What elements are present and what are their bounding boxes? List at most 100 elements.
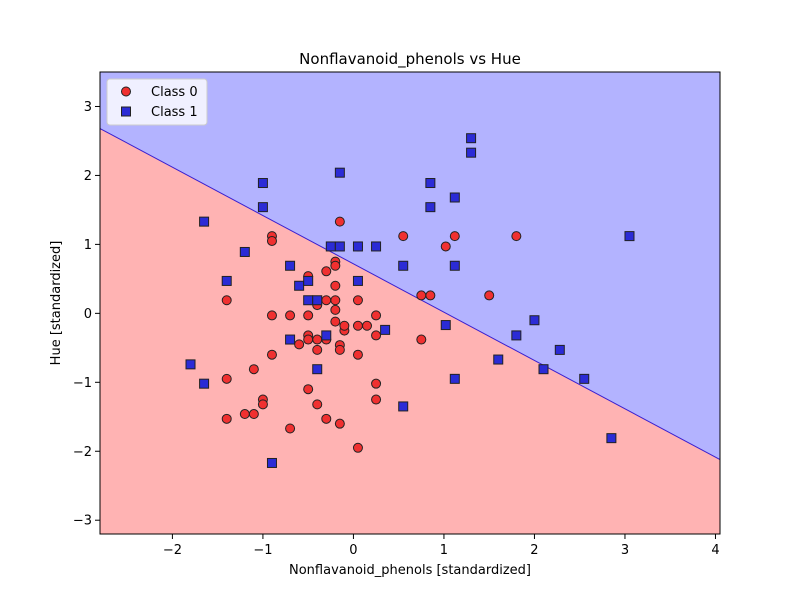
- class0-point: [371, 310, 382, 321]
- decision-boundary: [100, 128, 720, 460]
- class1-point: [334, 167, 345, 178]
- class1-point: [529, 315, 540, 326]
- class1-point: [449, 373, 460, 384]
- legend-class1-marker: [121, 106, 131, 117]
- y-tick-label: 1: [84, 238, 92, 253]
- class1-point: [285, 334, 296, 345]
- class0-point: [371, 330, 382, 341]
- class0-point: [339, 320, 350, 331]
- class0-point: [352, 295, 363, 306]
- class0-point: [371, 378, 382, 389]
- class0-point: [266, 310, 277, 321]
- class1-point: [199, 378, 210, 389]
- y-tick-label: 2: [84, 169, 92, 184]
- class1-point: [398, 260, 409, 271]
- legend-class0-label: Class 0: [151, 85, 198, 100]
- class0-point: [257, 399, 268, 410]
- x-tick-label: −1: [253, 543, 272, 558]
- plot-frame: [99, 71, 721, 535]
- class0-point: [416, 334, 427, 345]
- class0-point: [303, 384, 314, 395]
- class0-point: [321, 266, 332, 277]
- class0-point: [425, 290, 436, 301]
- y-axis-label: Hue [standardized]: [49, 241, 64, 366]
- class1-point: [199, 216, 210, 227]
- class1-point: [579, 373, 590, 384]
- class1-region: [100, 72, 720, 460]
- class1-point: [425, 202, 436, 213]
- x-tick-label: 2: [530, 543, 538, 558]
- class0-point: [398, 231, 409, 242]
- class1-point: [511, 330, 522, 341]
- x-axis-ticks: −2 −1 0 1 2 3 4: [163, 534, 720, 558]
- class0-point: [330, 304, 341, 315]
- class0-point: [285, 423, 296, 434]
- class0-point: [312, 344, 323, 355]
- data-points: [185, 133, 635, 468]
- class0-point: [334, 216, 345, 227]
- class1-point: [185, 359, 196, 370]
- class1-point: [449, 260, 460, 271]
- class0-point: [330, 280, 341, 291]
- class1-point: [239, 246, 250, 257]
- class0-point: [239, 409, 250, 420]
- class0-point: [303, 310, 314, 321]
- class0-point: [416, 290, 427, 301]
- legend-class0-marker: [121, 86, 131, 97]
- class1-point: [606, 433, 617, 444]
- x-tick-label: 0: [349, 543, 357, 558]
- class0-point: [484, 290, 495, 301]
- x-tick-label: 1: [440, 543, 448, 558]
- class1-point: [371, 241, 382, 252]
- legend: Class 0 Class 1: [106, 78, 208, 126]
- class0-point: [334, 418, 345, 429]
- class1-point: [380, 324, 391, 335]
- class0-point: [440, 241, 451, 252]
- class1-point: [266, 457, 277, 468]
- class0-point: [449, 231, 460, 242]
- class0-point: [221, 413, 232, 424]
- class1-point: [440, 320, 451, 331]
- class0-point: [248, 364, 259, 375]
- class1-point: [303, 275, 314, 286]
- x-axis-label: Nonflavanoid_phenols [standardized]: [289, 563, 531, 578]
- class0-point: [330, 295, 341, 306]
- class1-point: [312, 364, 323, 375]
- x-tick-label: −2: [163, 543, 182, 558]
- y-axis-ticks: −3 −2 −1 0 1 2 3: [73, 100, 100, 529]
- y-tick-label: 3: [84, 100, 92, 115]
- class0-point: [294, 339, 305, 350]
- y-tick-label: −1: [73, 376, 92, 391]
- class1-point: [312, 295, 323, 306]
- class0-point: [266, 235, 277, 246]
- decision-regions: [100, 72, 720, 534]
- class1-point: [493, 354, 504, 365]
- class1-point: [352, 241, 363, 252]
- class1-point: [466, 147, 477, 158]
- class0-point: [303, 334, 314, 345]
- class1-point: [425, 178, 436, 189]
- class1-point: [624, 231, 635, 242]
- class0-point: [312, 399, 323, 410]
- class0-point: [266, 349, 277, 360]
- class0-point: [352, 320, 363, 331]
- class0-point: [371, 394, 382, 405]
- class1-point: [334, 241, 345, 252]
- x-tick-label: 3: [621, 543, 629, 558]
- class1-point: [449, 192, 460, 203]
- class1-point: [325, 241, 336, 252]
- class1-point: [466, 133, 477, 144]
- class1-point: [285, 260, 296, 271]
- class1-point: [538, 364, 549, 375]
- class0-point: [312, 334, 323, 345]
- chart-title: Nonflavanoid_phenols vs Hue: [299, 50, 521, 69]
- class1-point: [221, 275, 232, 286]
- class0-point: [352, 349, 363, 360]
- legend-box: [106, 78, 208, 126]
- class0-point: [511, 231, 522, 242]
- class1-point: [352, 275, 363, 286]
- class0-point: [221, 373, 232, 384]
- y-tick-label: −3: [73, 514, 92, 529]
- class0-point: [321, 413, 332, 424]
